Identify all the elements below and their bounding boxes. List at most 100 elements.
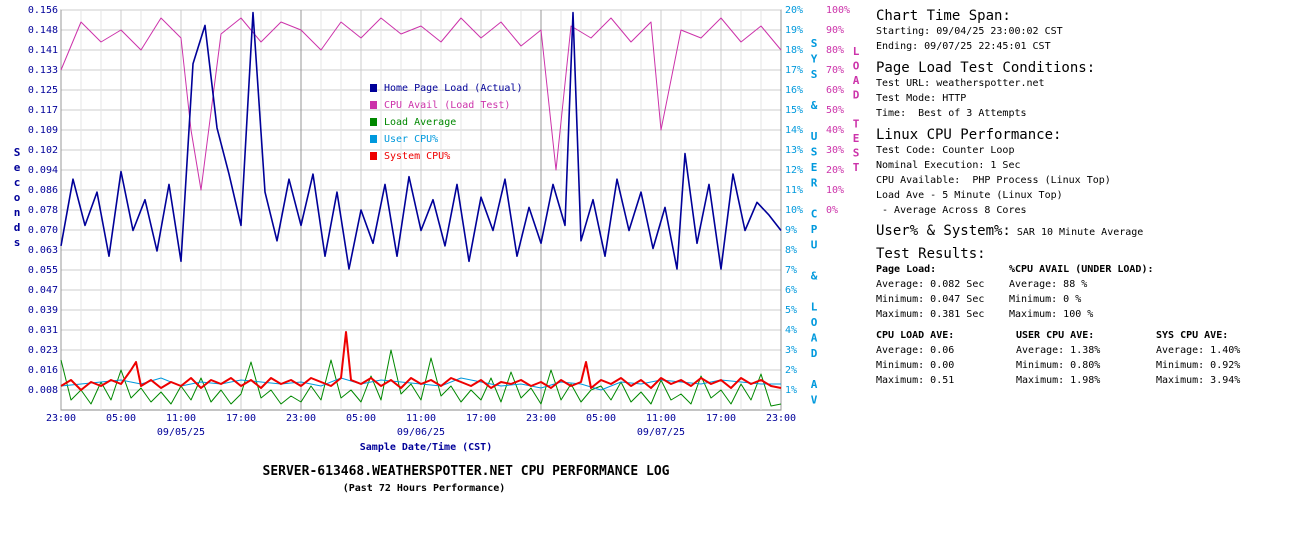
y-right1-tick-label: 16%	[785, 85, 803, 96]
load-ave-note: - Average Across 8 Cores	[876, 205, 1027, 216]
y-right1-tick-label: 10%	[785, 205, 803, 216]
legend-label: System CPU%	[384, 151, 450, 162]
sys-avg: Average: 1.40%	[1156, 345, 1241, 356]
cpu-avail-stats: %CPU AVAIL (UNDER LOAD): Average: 88 % M…	[1009, 262, 1154, 322]
y-right1-tick-label: 6%	[785, 285, 797, 296]
y-right2-tick-label: 90%	[826, 25, 844, 36]
axis-title-char: Y	[811, 53, 818, 66]
axis-title-char: P	[811, 223, 818, 236]
legend-label: User CPU%	[384, 134, 438, 145]
axis-title-char: S	[14, 146, 21, 159]
y-right2-tick-label: 40%	[826, 125, 844, 136]
y-left-tick-label: 0.117	[28, 105, 58, 116]
y-left-tick-label: 0.039	[28, 305, 58, 316]
y-right1-tick-label: 20%	[785, 5, 803, 16]
page-load-head: Page Load:	[876, 264, 937, 275]
legend-label: CPU Avail (Load Test)	[384, 100, 510, 111]
axis-title-char: T	[853, 161, 860, 174]
y-right1-tick-label: 5%	[785, 305, 797, 316]
x-axis-label: Sample Date/Time (CST)	[360, 441, 492, 453]
load-min: Minimum: 0.00	[876, 360, 955, 371]
axis-title-char: O	[853, 60, 860, 73]
span-end: Ending: 09/07/25 22:45:01 CST	[876, 41, 1051, 52]
x-tick-label: 23:00	[46, 413, 76, 424]
series-lines	[60, 11, 782, 407]
axis-title-char: s	[14, 236, 21, 249]
x-tick-label: 11:00	[166, 413, 196, 424]
axis-labels: 0.156 0.148 0.141 0.133 0.125 0.117 0.109 0.102…	[14, 5, 860, 438]
axis-title-char: U	[811, 130, 818, 143]
page-load-max: Maximum: 0.381 Sec	[876, 309, 985, 320]
usersys-title: User% & System%:	[876, 223, 1011, 239]
y-left-tick-label: 0.031	[28, 325, 58, 336]
y-right2-tick-label: 60%	[826, 85, 844, 96]
axis-title-char: O	[811, 316, 818, 329]
info-panel: Chart Time Span: Starting: 09/04/25 23:0…	[876, 8, 1296, 388]
series-line-cpu-avail-load-test	[60, 17, 782, 191]
test-code: Test Code: Counter Loop	[876, 145, 1015, 156]
y-right2-tick-label: 20%	[826, 165, 844, 176]
sys-cpu-stats: SYS CPU AVE: Average: 1.40% Minimum: 0.9…	[1156, 328, 1296, 388]
y-right1-tick-label: 17%	[785, 65, 803, 76]
cpu-avail-head: %CPU AVAIL (UNDER LOAD):	[1009, 264, 1154, 275]
x-tick-label: 11:00	[646, 413, 676, 424]
axis-title-char: &	[811, 270, 818, 283]
x-date-label: 09/07/25	[637, 427, 685, 438]
x-tick-label: 23:00	[286, 413, 316, 424]
axis-title-char: o	[14, 191, 21, 204]
y-left-tick-label: 0.109	[28, 125, 58, 136]
y-right2-tick-label: 70%	[826, 65, 844, 76]
x-tick-label: 05:00	[586, 413, 616, 424]
y-right1-tick-label: 12%	[785, 165, 803, 176]
axis-title-char: D	[853, 89, 860, 102]
results-bottom: CPU LOAD AVE: Average: 0.06 Minimum: 0.0…	[876, 328, 1296, 388]
y-right1-tick-label: 11%	[785, 185, 803, 196]
y-left-tick-label: 0.063	[28, 245, 58, 256]
axis-title-char: A	[811, 378, 818, 391]
y-right2-tick-label: 0%	[826, 205, 838, 216]
y-right1-tick-label: 18%	[785, 45, 803, 56]
cpu-avail-min: Minimum: 0 %	[1009, 294, 1082, 305]
x-tick-label: 23:00	[766, 413, 796, 424]
axis-title-char: D	[811, 347, 818, 360]
usersys-row: User% & System%: SAR 10 Minute Average	[876, 224, 1296, 240]
axis-title-char: A	[853, 74, 860, 87]
axis-title-char: U	[811, 239, 818, 252]
y-right1-tick-label: 4%	[785, 325, 797, 336]
user-min: Minimum: 0.80%	[1016, 360, 1101, 371]
axis-title-char: S	[853, 147, 860, 160]
axis-title-char: A	[811, 332, 818, 345]
user-cpu-stats: USER CPU AVE: Average: 1.38% Minimum: 0.…	[1016, 328, 1156, 388]
x-tick-label: 17:00	[226, 413, 256, 424]
usersys-value: SAR 10 Minute Average	[1016, 227, 1144, 238]
y-right1-tick-label: 19%	[785, 25, 803, 36]
y-left-tick-label: 0.156	[28, 5, 58, 16]
y-left-tick-label: 0.133	[28, 65, 58, 76]
axis-title-char: S	[811, 68, 818, 81]
legend-swatch	[370, 152, 377, 160]
user-head: USER CPU AVE:	[1016, 330, 1095, 341]
axis-title-char: &	[811, 99, 818, 112]
load-max: Maximum: 0.51	[876, 375, 955, 386]
axis-title-char: d	[14, 221, 21, 234]
cpu-available: CPU Available: PHP Process (Linux Top)	[876, 175, 1111, 186]
y-left-tick-label: 0.094	[28, 165, 58, 176]
page-load-min: Minimum: 0.047 Sec	[876, 294, 985, 305]
legend-label: Load Average	[384, 117, 456, 128]
series-line-home-page-load-actual	[60, 11, 782, 270]
test-url: Test URL: weatherspotter.net	[876, 78, 1045, 89]
test-time: Time: Best of 3 Attempts	[876, 108, 1027, 119]
x-date-label: 09/06/25	[397, 427, 445, 438]
y-right2-tick-label: 50%	[826, 105, 844, 116]
series-line-system-cpu	[60, 331, 782, 391]
test-mode: Test Mode: HTTP	[876, 93, 967, 104]
legend-label: Home Page Load (Actual)	[384, 83, 522, 94]
results-title: Test Results:	[876, 246, 986, 262]
y-right2-tick-label: 30%	[826, 145, 844, 156]
axis-title-char: e	[14, 161, 21, 174]
legend-swatch	[370, 135, 377, 143]
y-left-tick-label: 0.148	[28, 25, 58, 36]
x-tick-label: 17:00	[466, 413, 496, 424]
y-left-tick-label: 0.055	[28, 265, 58, 276]
